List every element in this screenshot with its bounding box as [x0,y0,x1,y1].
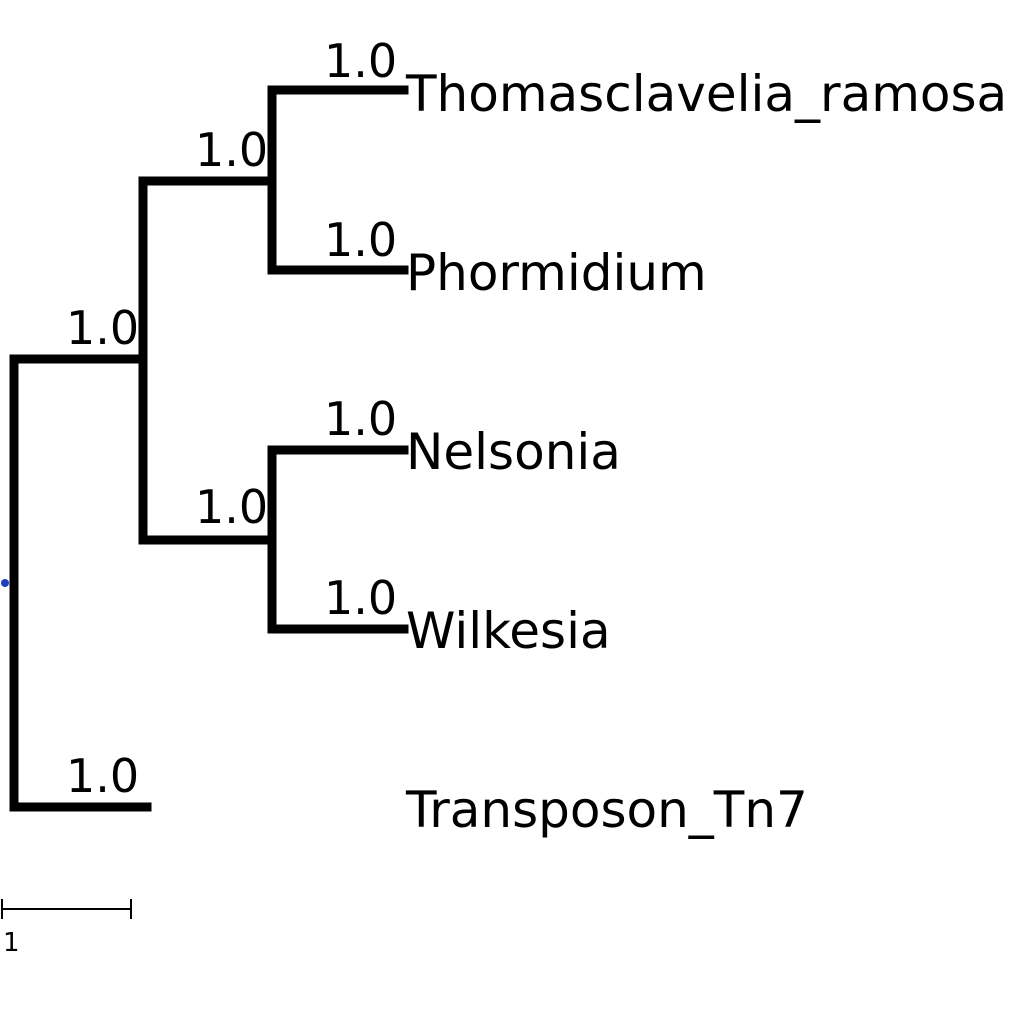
support-label-phormidium: 1.0 [324,213,397,267]
leaf-label-phormidium: Phormidium [406,244,707,302]
support-label-ingroup: 1.0 [66,301,139,355]
support-label-transposon: 1.0 [66,749,139,803]
leaf-label-thomasclavelia: Thomasclavelia_ramosa [405,65,1007,123]
support-label-wilkesia: 1.0 [324,571,397,625]
leaf-label-transposon: Transposon_Tn7 [405,781,808,839]
support-label-bottom-clade: 1.0 [195,480,268,534]
scale-bar: 1 [1,899,132,958]
root-marker [1,579,9,587]
leaf-label-nelsonia: Nelsonia [406,423,621,481]
support-label-thomasclavelia: 1.0 [324,34,397,88]
support-label-top-clade: 1.0 [195,123,268,177]
scale-bar-label: 1 [3,928,20,958]
support-label-nelsonia: 1.0 [324,392,397,446]
leaf-label-wilkesia: Wilkesia [406,602,611,660]
